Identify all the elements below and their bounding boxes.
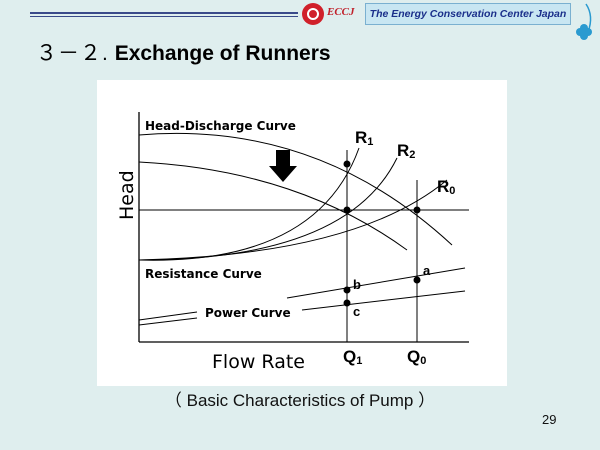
point-b xyxy=(343,286,351,294)
label-q1: Q1 xyxy=(343,347,362,367)
point-a xyxy=(413,276,421,284)
label-c: c xyxy=(353,304,360,319)
label-power: Power Curve xyxy=(205,306,291,320)
header-rule-thin xyxy=(30,16,298,17)
section-number: ３－２. xyxy=(36,42,109,65)
org-name-banner: The Energy Conservation Center Japan xyxy=(365,3,571,25)
point-intersection xyxy=(343,206,351,214)
label-r2: R2 xyxy=(397,141,415,161)
org-abbrev: ECCJ xyxy=(327,6,355,18)
power-curve-tail-2 xyxy=(138,317,198,326)
down-arrow-icon xyxy=(269,150,297,182)
diagram-caption: （ Basic Characteristics of Pump ） xyxy=(164,391,436,410)
label-q0: Q0 xyxy=(407,347,426,367)
resistance-curve-r0 xyxy=(138,179,448,261)
head-discharge-curve-reduced xyxy=(138,161,408,251)
title-text: Exchange of Runners xyxy=(114,42,331,65)
point-r1 xyxy=(343,160,351,168)
head-discharge-curve-r0 xyxy=(138,132,453,246)
point-r0 xyxy=(413,206,421,214)
label-r0: R0 xyxy=(437,177,455,197)
clover-logo-icon xyxy=(576,3,592,40)
page-number: 29 xyxy=(542,412,557,427)
power-curve-upper xyxy=(286,267,466,299)
diagram-svg: Head-Discharge Curve Resistance Curve Po… xyxy=(116,112,469,373)
label-r1: R1 xyxy=(355,128,373,148)
power-curve-lower xyxy=(301,290,466,311)
label-head-discharge: Head-Discharge Curve xyxy=(145,119,296,133)
slide-title: ３－２. Exchange of Runners xyxy=(36,37,331,67)
x-axis-label: Flow Rate xyxy=(212,351,305,373)
label-a: a xyxy=(423,263,431,278)
point-c xyxy=(343,299,351,307)
resistance-curve-r2 xyxy=(138,157,398,261)
header-rule xyxy=(30,12,298,14)
pump-characteristics-diagram: Head-Discharge Curve Resistance Curve Po… xyxy=(97,80,507,386)
label-b: b xyxy=(353,277,361,292)
label-resistance: Resistance Curve xyxy=(145,267,262,281)
eccj-logo xyxy=(302,3,324,25)
y-axis-label: Head xyxy=(116,170,138,220)
power-curve-tail-1 xyxy=(138,311,198,321)
